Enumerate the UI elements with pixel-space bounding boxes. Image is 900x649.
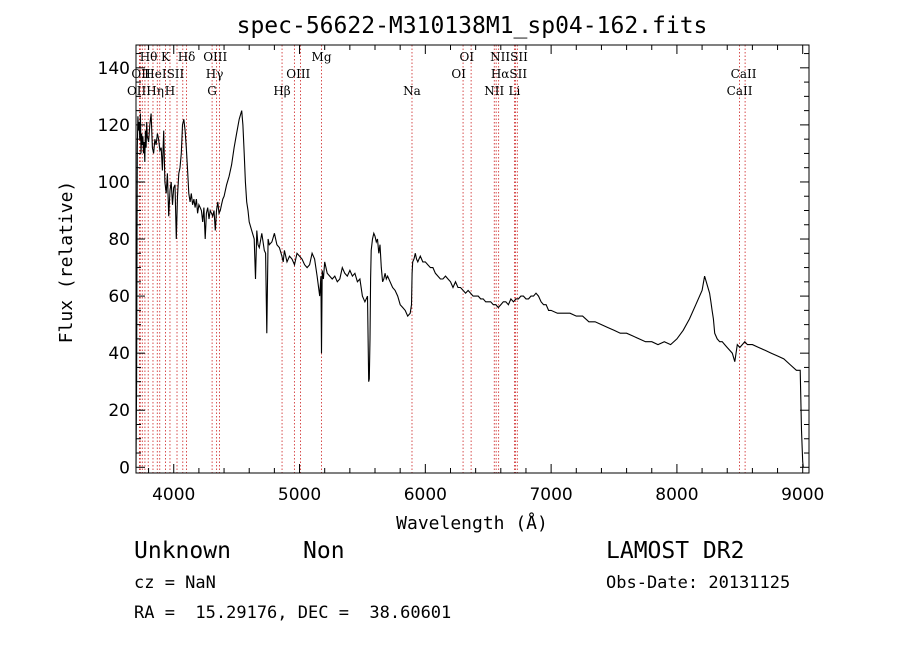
x-axis-label: Wavelength (Å) (396, 512, 548, 534)
line-label: NII (484, 84, 504, 98)
line-label: OIII (286, 67, 310, 81)
plot-frame (135, 44, 810, 474)
line-label: HαSII (491, 67, 528, 81)
line-label: Hγ (206, 67, 224, 81)
line-label: Hβ (273, 84, 290, 98)
x-tick-label: 6000 (404, 485, 447, 505)
x-tick-label: 5000 (278, 485, 321, 505)
y-tick-label: 120 (98, 116, 130, 136)
line-label: Na (403, 84, 421, 98)
y-tick-label: 80 (108, 230, 130, 250)
x-tick-label: 4000 (152, 485, 195, 505)
y-tick-label: 140 (98, 59, 130, 79)
line-label: NIISII (490, 50, 528, 64)
observation-date: Obs-Date: 20131125 (606, 573, 791, 593)
line-label: K (161, 50, 171, 64)
y-tick-label: 100 (98, 173, 130, 193)
line-label: OI (460, 50, 475, 64)
line-label: OIIHη (127, 84, 164, 98)
x-tick-label: 9000 (781, 485, 824, 505)
object-class: Unknown (134, 538, 231, 564)
line-label: H (165, 84, 175, 98)
line-label: OIII (203, 50, 227, 64)
y-tick-label: 60 (108, 287, 130, 307)
redshift-value: cz = NaN (134, 573, 216, 593)
coordinates: RA = 15.29176, DEC = 38.60601 (134, 603, 452, 623)
line-label: OI (451, 67, 466, 81)
survey-name: LAMOST DR2 (606, 538, 745, 564)
x-tick-label: 8000 (655, 485, 698, 505)
emission-line-markers (138, 45, 746, 473)
y-tick-label: 20 (108, 401, 130, 421)
line-label: Hδ (178, 50, 196, 64)
line-label: Hθ (140, 50, 158, 64)
x-axis: 4000 5000 6000 7000 8000 9000 (148, 45, 824, 505)
object-subclass: Non (303, 538, 345, 564)
line-label: Li (508, 84, 520, 98)
line-label: G (207, 84, 217, 98)
line-label: HeISII (144, 67, 184, 81)
x-tick-label: 7000 (529, 485, 572, 505)
spectrum-line (135, 110, 804, 468)
line-label: Mg (312, 50, 332, 64)
line-label: CaII (731, 67, 757, 81)
y-axis: 0 20 40 60 80 100 120 140 (98, 53, 809, 478)
y-tick-label: 0 (119, 458, 130, 478)
y-axis-label: Flux (relative) (56, 181, 77, 344)
chart-title: spec-56622-M310138M1_sp04-162.fits (237, 13, 708, 39)
y-tick-label: 40 (108, 344, 130, 364)
line-label: CaII (727, 84, 753, 98)
